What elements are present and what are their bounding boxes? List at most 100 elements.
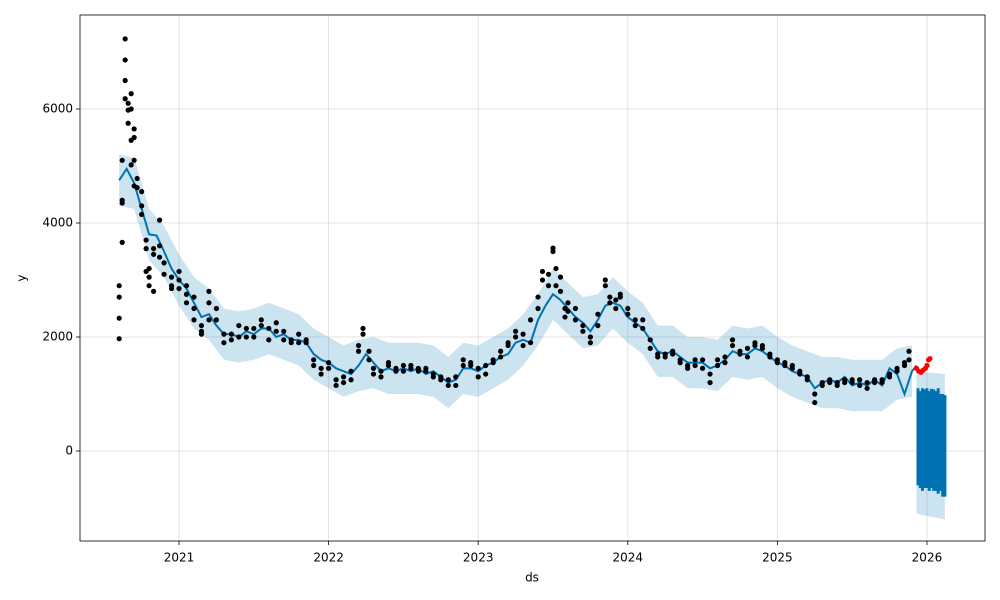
data-point: [198, 331, 205, 337]
data-point: [378, 374, 384, 380]
x-tick-label: 2022: [313, 551, 344, 565]
data-point: [580, 322, 586, 329]
data-point: [228, 337, 234, 343]
data-point: [864, 379, 870, 386]
data-point: [288, 340, 294, 346]
data-point: [125, 100, 131, 106]
data-point: [445, 377, 451, 383]
data-point: [150, 288, 157, 294]
data-point: [122, 36, 128, 42]
data-point: [545, 283, 552, 289]
data-point: [625, 305, 631, 312]
data-point: [150, 251, 157, 257]
data-point: [143, 237, 149, 243]
data-point: [385, 360, 392, 366]
data-point: [258, 317, 264, 323]
y-tick-label: 2000: [42, 329, 73, 343]
data-point: [176, 268, 182, 275]
data-point: [366, 348, 372, 354]
data-point: [744, 354, 751, 360]
data-point: [714, 357, 721, 363]
data-point: [122, 96, 128, 102]
data-point: [557, 274, 564, 280]
data-point: [475, 374, 481, 380]
data-point: [340, 379, 347, 386]
data-point: [243, 325, 249, 332]
data-point: [901, 360, 908, 366]
data-point: [243, 334, 249, 340]
data-point: [857, 377, 863, 383]
data-point: [400, 368, 407, 374]
data-point: [213, 305, 220, 312]
data-point: [370, 365, 377, 371]
data-point: [714, 362, 721, 369]
data-point: [168, 274, 175, 280]
data-point: [131, 126, 137, 132]
data-point: [150, 246, 157, 252]
data-point: [303, 340, 309, 346]
data-point: [490, 357, 496, 363]
data-point: [527, 340, 534, 346]
data-point: [183, 291, 190, 297]
data-point: [535, 305, 541, 312]
data-point: [122, 77, 128, 84]
data-point: [557, 288, 564, 294]
data-point: [722, 354, 728, 360]
data-point: [131, 134, 137, 141]
data-point: [864, 385, 870, 391]
data-point: [119, 157, 125, 163]
data-point: [143, 246, 149, 252]
data-point: [632, 322, 638, 329]
data-point: [607, 294, 613, 300]
data-point: [266, 325, 272, 332]
x-axis-label: ds: [525, 571, 539, 585]
data-point: [677, 360, 683, 366]
data-point: [475, 365, 481, 371]
data-point: [774, 360, 780, 366]
data-point: [221, 331, 227, 337]
data-point: [498, 348, 504, 354]
data-point: [595, 311, 601, 317]
data-point: [423, 365, 429, 371]
data-point: [333, 377, 339, 383]
data-point: [613, 297, 619, 303]
data-point: [729, 342, 736, 349]
data-point: [360, 325, 366, 332]
data-point: [632, 317, 638, 323]
data-point: [640, 317, 646, 323]
data-point: [834, 382, 840, 389]
data-point: [116, 294, 122, 300]
data-point: [131, 157, 137, 163]
data-point: [139, 211, 145, 218]
data-point: [183, 283, 190, 289]
data-point: [535, 294, 541, 300]
data-point: [366, 357, 372, 363]
data-point: [906, 357, 912, 363]
data-point: [550, 245, 556, 251]
data-point: [128, 91, 134, 97]
data-point: [258, 322, 264, 329]
data-point: [134, 175, 140, 182]
x-tick-label: 2026: [912, 551, 943, 565]
data-point: [146, 274, 152, 280]
data-point: [116, 315, 122, 321]
data-point: [553, 283, 559, 289]
data-point: [737, 351, 743, 357]
data-point: [281, 328, 287, 334]
data-point: [613, 305, 619, 312]
data-point: [134, 185, 140, 191]
data-point: [797, 368, 803, 374]
data-point: [722, 360, 728, 366]
data-point: [281, 337, 287, 343]
data-point: [539, 277, 546, 283]
data-point: [692, 362, 698, 369]
data-point: [587, 340, 593, 346]
data-point: [146, 283, 152, 289]
data-point: [128, 162, 134, 168]
x-tick-label: 2023: [463, 551, 494, 565]
data-point: [453, 374, 459, 380]
data-point: [191, 305, 197, 312]
data-point: [355, 348, 362, 354]
